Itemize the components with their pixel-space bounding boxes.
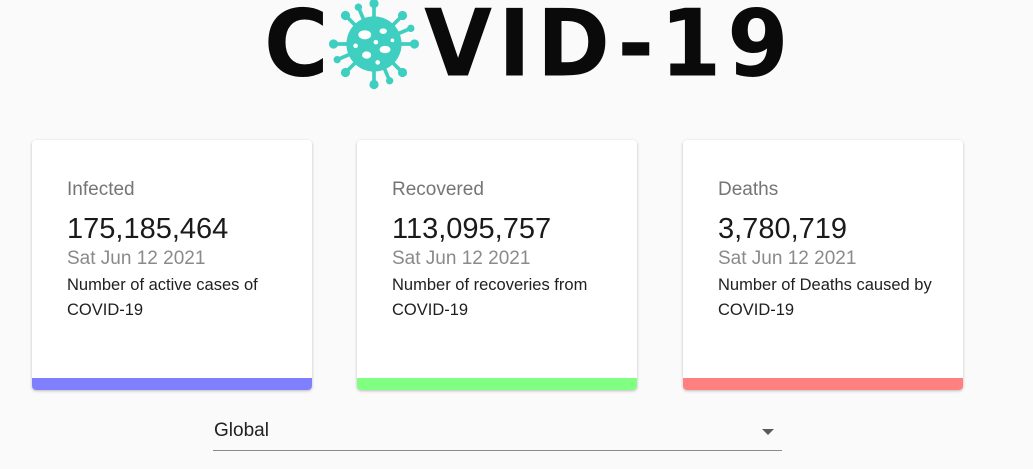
logo-letter-c: C — [264, 0, 335, 98]
logo-text-vid-19: VID-19 — [424, 0, 795, 98]
card-title: Deaths — [718, 179, 779, 200]
card-date: Sat Jun 12 2021 — [67, 248, 206, 269]
recovered-card: Recovered 113,095,757 Sat Jun 12 2021 Nu… — [357, 140, 637, 390]
country-select-value: Global — [214, 420, 269, 441]
infected-card: Infected 175,185,464 Sat Jun 12 2021 Num… — [32, 140, 312, 390]
card-value: 175,185,464 — [67, 213, 229, 245]
card-description: Number of active cases of COVID-19 — [67, 276, 258, 319]
deaths-card: Deaths 3,780,719 Sat Jun 12 2021 Number … — [683, 140, 963, 390]
card-description: Number of Deaths caused by COVID-19 — [718, 276, 932, 319]
country-select[interactable]: Global — [213, 414, 782, 451]
card-value: 113,095,757 — [392, 213, 552, 245]
card-date: Sat Jun 12 2021 — [718, 248, 857, 269]
chevron-down-icon[interactable] — [762, 429, 774, 435]
card-title: Infected — [67, 179, 135, 200]
virus-icon — [328, 0, 420, 90]
card-title: Recovered — [392, 179, 484, 200]
recovered-color-bar — [357, 378, 637, 390]
deaths-color-bar — [683, 378, 963, 390]
infected-color-bar — [32, 378, 312, 390]
card-value: 3,780,719 — [718, 213, 848, 245]
card-date: Sat Jun 12 2021 — [392, 248, 531, 269]
card-description: Number of recoveries from COVID-19 — [392, 276, 588, 319]
